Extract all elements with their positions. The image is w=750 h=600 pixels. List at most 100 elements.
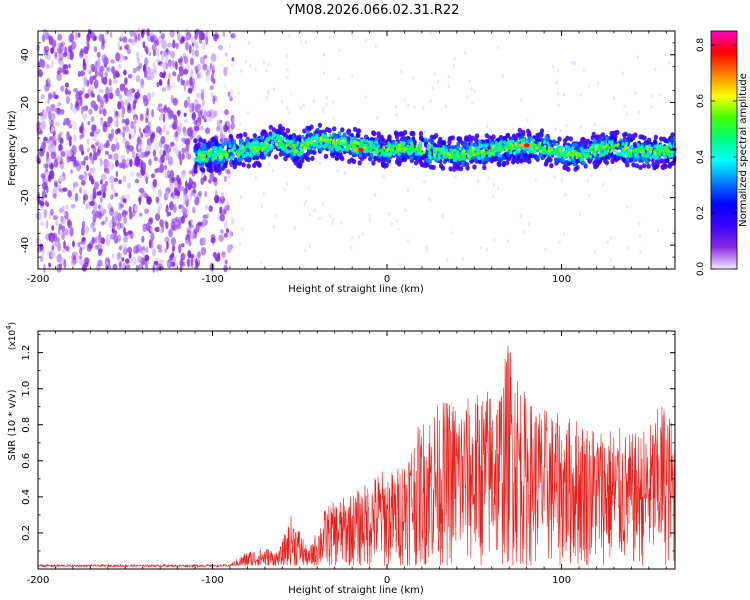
signal-cell (621, 147, 625, 152)
noise-cell (230, 231, 233, 237)
noise-cell (90, 100, 97, 109)
signal-cell (548, 149, 551, 153)
noise-cell (170, 221, 176, 230)
noise-cell (147, 145, 152, 151)
peak-cell (523, 143, 530, 148)
signal-cell (267, 137, 271, 142)
noise-cell (413, 105, 416, 109)
noise-cell (111, 143, 116, 152)
noise-cell (124, 99, 130, 107)
signal-cell (229, 155, 233, 160)
signal-cell (660, 164, 665, 170)
noise-cell (83, 55, 88, 60)
noise-cell (350, 245, 353, 250)
signal-cell (366, 152, 371, 157)
noise-cell (144, 125, 150, 134)
noise-cell (626, 112, 629, 116)
noise-cell (157, 206, 161, 216)
noise-cell (96, 191, 102, 196)
noise-cell (199, 109, 204, 116)
noise-cell (41, 206, 44, 212)
noise-cell (154, 226, 160, 233)
noise-cell (496, 45, 500, 50)
noise-cell (199, 125, 205, 131)
signal-cell (434, 133, 439, 139)
noise-cell (98, 204, 101, 210)
noise-cell (47, 50, 50, 58)
noise-cell (110, 194, 114, 200)
noise-cell (230, 122, 235, 130)
noise-cell (89, 131, 95, 137)
noise-cell (89, 31, 96, 38)
signal-cell (367, 140, 372, 144)
noise-cell (40, 221, 45, 226)
noise-cell (191, 81, 194, 91)
noise-cell (189, 57, 194, 66)
noise-cell (49, 139, 55, 148)
noise-cell (602, 182, 605, 187)
noise-cell (166, 190, 169, 199)
noise-cell (50, 151, 56, 160)
noise-cell (609, 167, 612, 171)
signal-cell (290, 139, 294, 144)
signal-cell (467, 149, 471, 154)
noise-cell (144, 247, 149, 253)
signal-cell (321, 132, 325, 137)
noise-cell (193, 130, 196, 140)
noise-cell (204, 127, 211, 134)
noise-cell (100, 221, 105, 226)
noise-cell (81, 226, 85, 236)
noise-cell (164, 236, 170, 243)
noise-cell (88, 69, 92, 75)
noise-cell (102, 220, 107, 225)
noise-cell (368, 218, 372, 222)
noise-cell (190, 259, 194, 269)
signal-cell (310, 140, 314, 144)
signal-cell (513, 151, 517, 156)
noise-cell (172, 203, 177, 214)
noise-cell (192, 189, 197, 194)
noise-cell (184, 34, 190, 42)
noise-cell (83, 129, 86, 135)
signal-cell (372, 150, 376, 155)
signal-cell (481, 158, 485, 163)
signal-cell (193, 148, 197, 153)
noise-cell (134, 178, 140, 184)
noise-cell (156, 81, 160, 88)
signal-cell (596, 160, 601, 166)
snr-frame (37, 330, 676, 570)
signal-cell (613, 138, 617, 143)
noise-cell (61, 248, 66, 254)
signal-cell (457, 136, 463, 142)
signal-cell (228, 133, 233, 140)
snr-axes: -200 -100 0 100 0.2 0.4 0.6 0.8 1.0 1.2 (21, 331, 675, 586)
signal-cell (355, 133, 360, 138)
signal-cell (296, 163, 301, 169)
noise-cell (390, 222, 394, 226)
signal-cell (579, 154, 582, 158)
signal-cell (543, 161, 549, 167)
noise-cell (562, 232, 566, 236)
noise-cell (51, 125, 55, 133)
noise-cell (80, 70, 85, 77)
signal-cell (337, 138, 341, 142)
signal-cell (474, 137, 479, 144)
noise-cell (152, 49, 156, 57)
signal-cell (211, 137, 216, 143)
noise-cell (104, 150, 109, 155)
noise-cell (115, 136, 118, 144)
signal-cell (282, 136, 286, 141)
noise-cell (486, 124, 489, 129)
noise-cell (161, 40, 167, 50)
noise-cell (138, 187, 145, 194)
signal-cell (566, 152, 569, 156)
noise-cell (86, 147, 90, 153)
noise-cell (123, 216, 127, 225)
signal-cell (220, 148, 224, 153)
noise-cell (364, 38, 368, 43)
noise-cell (650, 105, 653, 109)
noise-cell (190, 235, 196, 240)
signal-cell (612, 144, 616, 148)
noise-cell (436, 79, 440, 84)
signal-cell (419, 150, 423, 155)
